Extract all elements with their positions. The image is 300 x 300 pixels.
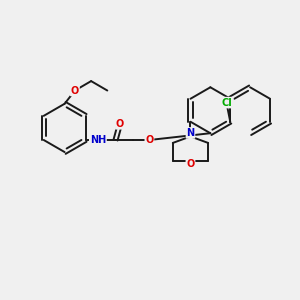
- Text: Cl: Cl: [222, 98, 233, 108]
- Text: O: O: [116, 119, 124, 129]
- Text: O: O: [186, 159, 195, 169]
- Text: O: O: [145, 135, 154, 145]
- Text: N: N: [186, 128, 194, 138]
- Text: O: O: [71, 85, 79, 95]
- Text: NH: NH: [90, 135, 106, 145]
